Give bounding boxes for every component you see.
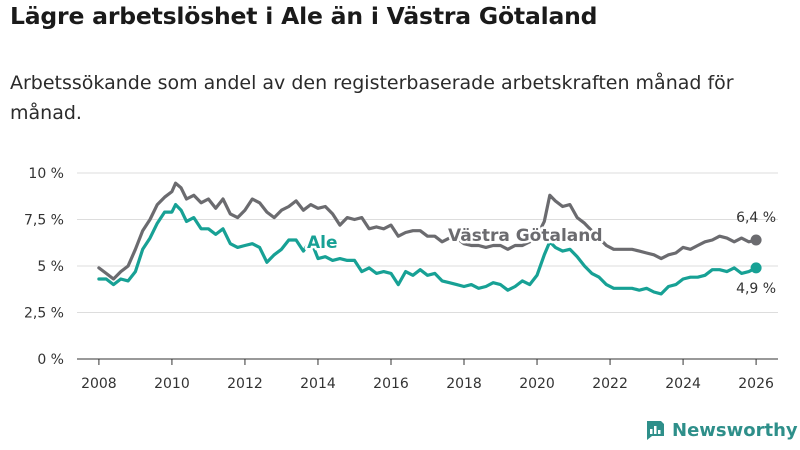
end-value-label-ale: 4,9 % bbox=[736, 281, 776, 297]
x-tick-label: 2026 bbox=[738, 376, 774, 392]
chart-subtitle: Arbetssökande som andel av den registerb… bbox=[10, 72, 734, 124]
line-chart: 0 % 2,5 % 5 % 7,5 % 10 % 2008 2010 2012 2014 2016… bbox=[24, 166, 778, 392]
x-tick-label: 2014 bbox=[300, 376, 336, 392]
y-tick-label: 10 % bbox=[28, 166, 64, 182]
x-tick-label: 2018 bbox=[446, 376, 482, 392]
y-tick-label: 5 % bbox=[37, 259, 64, 275]
series-line-ale bbox=[97, 203, 758, 296]
grid-lines bbox=[77, 172, 778, 313]
end-point-vastra-gotaland bbox=[750, 234, 762, 246]
series-label-vastra-gotaland: Västra Götaland bbox=[448, 226, 603, 246]
series-lines bbox=[97, 181, 762, 296]
x-tick-label: 2022 bbox=[592, 376, 628, 392]
end-value-label-vastra-gotaland: 6,4 % bbox=[736, 210, 776, 226]
series-label-ale: Ale bbox=[307, 233, 338, 253]
end-point-ale bbox=[750, 262, 762, 274]
brand-name: Newsworthy bbox=[672, 419, 798, 441]
x-tick-label: 2024 bbox=[665, 376, 701, 392]
x-tick-label: 2016 bbox=[373, 376, 409, 392]
x-tick-label: 2012 bbox=[227, 376, 263, 392]
series-line-vastra-gotaland bbox=[97, 181, 758, 281]
y-tick-label: 7,5 % bbox=[24, 213, 64, 229]
x-tick-label: 2020 bbox=[519, 376, 555, 392]
x-tick-label: 2010 bbox=[154, 376, 190, 392]
newsworthy-logo-icon bbox=[647, 421, 664, 440]
newsworthy-brand: Newsworthy bbox=[644, 419, 798, 441]
chart-title: Lägre arbetslöshet i Ale än i Västra Göt… bbox=[10, 2, 598, 30]
y-tick-label: 0 % bbox=[37, 352, 64, 368]
y-tick-label: 2,5 % bbox=[24, 306, 64, 322]
axes: 0 % 2,5 % 5 % 7,5 % 10 % 2008 2010 2012 2014 2016… bbox=[24, 166, 778, 392]
series-labels: 6,4 % 4,9 % Västra Götaland Ale bbox=[305, 210, 777, 297]
x-tick-label: 2008 bbox=[81, 376, 117, 392]
